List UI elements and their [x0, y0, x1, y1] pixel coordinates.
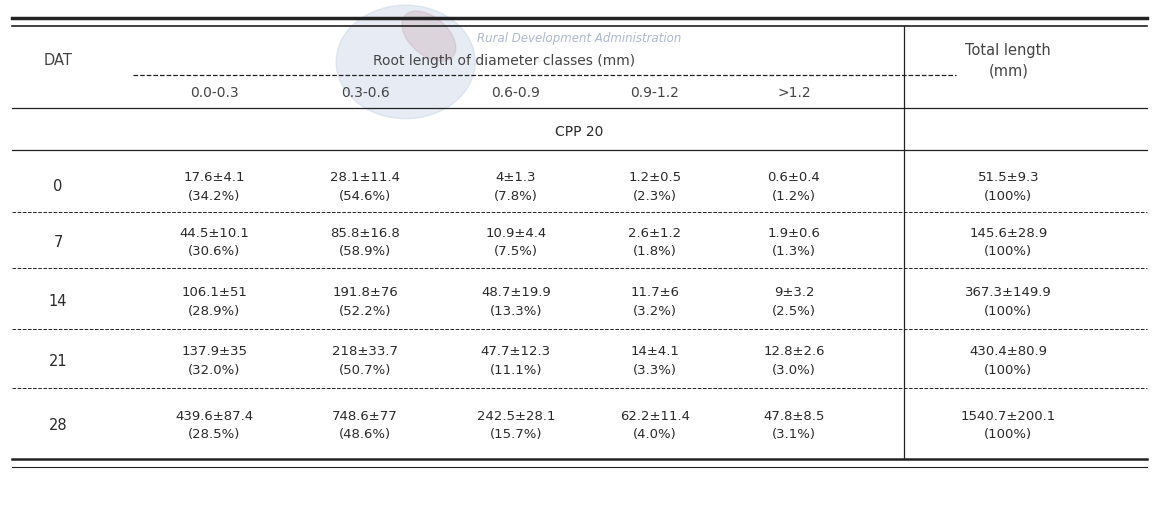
- Text: 28: 28: [49, 418, 67, 433]
- Ellipse shape: [402, 11, 455, 61]
- Text: 367.3±149.9
(100%): 367.3±149.9 (100%): [965, 286, 1051, 318]
- Text: CPP 20: CPP 20: [555, 124, 604, 139]
- Text: 12.8±2.6
(3.0%): 12.8±2.6 (3.0%): [763, 345, 825, 377]
- Text: 0.3-0.6: 0.3-0.6: [341, 86, 389, 100]
- Text: 1.2±0.5
(2.3%): 1.2±0.5 (2.3%): [628, 171, 681, 203]
- Text: 1.9±0.6
(1.3%): 1.9±0.6 (1.3%): [767, 227, 821, 259]
- Text: 21: 21: [49, 353, 67, 369]
- Text: 439.6±87.4
(28.5%): 439.6±87.4 (28.5%): [175, 410, 254, 442]
- Text: 28.1±11.4
(54.6%): 28.1±11.4 (54.6%): [330, 171, 400, 203]
- Text: 11.7±6
(3.2%): 11.7±6 (3.2%): [630, 286, 679, 318]
- Text: 0.6-0.9: 0.6-0.9: [491, 86, 540, 100]
- Text: 0: 0: [53, 179, 63, 195]
- Text: 48.7±19.9
(13.3%): 48.7±19.9 (13.3%): [481, 286, 551, 318]
- Text: 106.1±51
(28.9%): 106.1±51 (28.9%): [182, 286, 247, 318]
- Text: 9±3.2
(2.5%): 9±3.2 (2.5%): [772, 286, 816, 318]
- Text: 62.2±11.4
(4.0%): 62.2±11.4 (4.0%): [620, 410, 690, 442]
- Text: Total length
(mm): Total length (mm): [965, 43, 1051, 79]
- Text: 2.6±1.2
(1.8%): 2.6±1.2 (1.8%): [628, 227, 681, 259]
- Text: 47.7±12.3
(11.1%): 47.7±12.3 (11.1%): [481, 345, 551, 377]
- Text: 137.9±35
(32.0%): 137.9±35 (32.0%): [182, 345, 247, 377]
- Text: DAT: DAT: [44, 53, 72, 69]
- Text: 0.9-1.2: 0.9-1.2: [630, 86, 679, 100]
- Text: 191.8±76
(52.2%): 191.8±76 (52.2%): [333, 286, 398, 318]
- Text: 10.9±4.4
(7.5%): 10.9±4.4 (7.5%): [486, 227, 546, 259]
- Text: 430.4±80.9
(100%): 430.4±80.9 (100%): [969, 345, 1048, 377]
- Text: 145.6±28.9
(100%): 145.6±28.9 (100%): [969, 227, 1048, 259]
- Text: 47.8±8.5
(3.1%): 47.8±8.5 (3.1%): [764, 410, 824, 442]
- Text: Rural Development Administration: Rural Development Administration: [478, 32, 681, 45]
- Text: >1.2: >1.2: [777, 86, 811, 100]
- Text: Root length of diameter classes (mm): Root length of diameter classes (mm): [373, 54, 635, 68]
- Text: 218±33.7
(50.7%): 218±33.7 (50.7%): [333, 345, 398, 377]
- Text: 0.0-0.3: 0.0-0.3: [190, 86, 239, 100]
- Text: 4±1.3
(7.8%): 4±1.3 (7.8%): [494, 171, 538, 203]
- Text: 7: 7: [53, 235, 63, 250]
- Text: 14±4.1
(3.3%): 14±4.1 (3.3%): [630, 345, 679, 377]
- Text: 17.6±4.1
(34.2%): 17.6±4.1 (34.2%): [183, 171, 246, 203]
- Text: 748.6±77
(48.6%): 748.6±77 (48.6%): [333, 410, 398, 442]
- Ellipse shape: [336, 5, 475, 119]
- Text: 1540.7±200.1
(100%): 1540.7±200.1 (100%): [961, 410, 1056, 442]
- Text: 242.5±28.1
(15.7%): 242.5±28.1 (15.7%): [476, 410, 555, 442]
- Text: 85.8±16.8
(58.9%): 85.8±16.8 (58.9%): [330, 227, 400, 259]
- Text: 0.6±0.4
(1.2%): 0.6±0.4 (1.2%): [767, 171, 821, 203]
- Text: 44.5±10.1
(30.6%): 44.5±10.1 (30.6%): [180, 227, 249, 259]
- Text: 14: 14: [49, 294, 67, 310]
- Text: 51.5±9.3
(100%): 51.5±9.3 (100%): [977, 171, 1040, 203]
